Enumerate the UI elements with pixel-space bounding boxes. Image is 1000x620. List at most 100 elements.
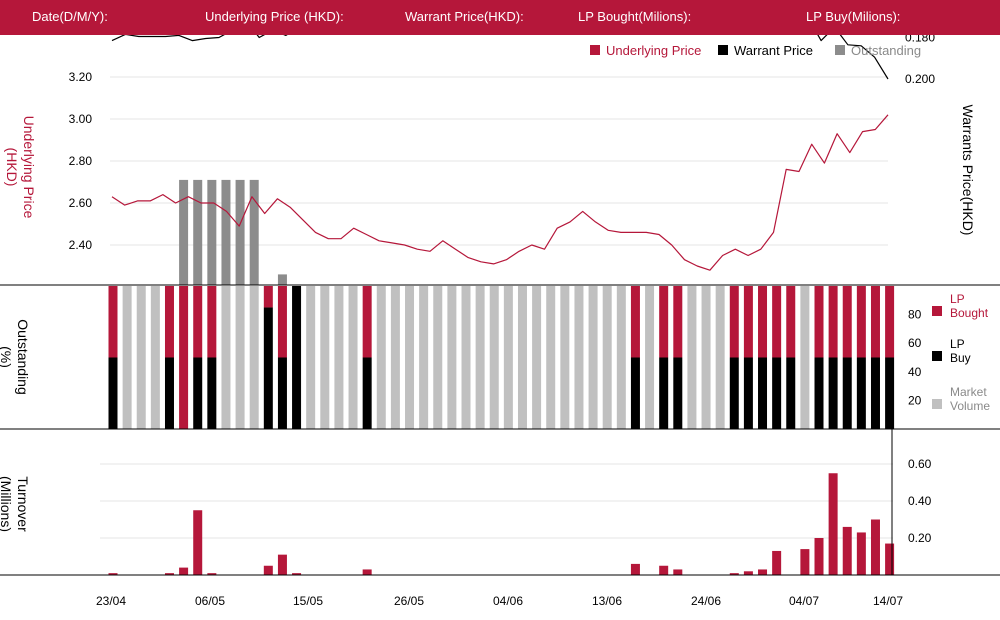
market-volume-bar	[715, 286, 725, 429]
right-tick-label: 0.200	[905, 72, 935, 86]
market-volume-bar	[602, 286, 612, 429]
lp-buy-label: LP Buy(Milions):	[806, 9, 901, 24]
turnover-bar	[673, 569, 683, 575]
lp-bought-bar	[786, 286, 796, 358]
market-volume-bar	[461, 286, 471, 429]
x-tick-label: 06/05	[195, 594, 225, 608]
turnover-bar	[772, 550, 782, 575]
turnover-bars	[108, 473, 895, 575]
market-volume-bar	[334, 286, 344, 429]
lp-bought-bar	[207, 286, 217, 358]
lp-buy-bar	[362, 357, 372, 429]
turnover-bar	[362, 569, 372, 575]
legend-label: Outstanding	[851, 43, 921, 58]
right-axis-title: Warrants Price(HKD)	[960, 105, 976, 236]
lp-buy-bar	[292, 286, 302, 429]
x-tick-label: 04/06	[493, 594, 523, 608]
lp-bought-bar	[193, 286, 203, 358]
lp-buy-bar	[814, 357, 824, 429]
outstanding-bar	[249, 179, 259, 285]
lp-bought-bar	[164, 286, 174, 358]
lp-buy-bar	[630, 357, 640, 429]
turnover-bar	[179, 567, 189, 575]
lp-bought-bar	[758, 286, 768, 358]
lp-buy-bar	[758, 357, 768, 429]
lp-bought-bar	[659, 286, 669, 358]
outstanding-bar	[235, 179, 245, 285]
legend-label: LP Bought	[950, 292, 989, 320]
turnover-bar	[659, 565, 669, 575]
x-tick-label: 14/07	[873, 594, 903, 608]
lp-buy-bar	[743, 357, 753, 429]
market-volume-bar	[517, 286, 527, 429]
lp-bought-bar	[630, 286, 640, 358]
axes	[0, 284, 1000, 576]
date-label: Date(D/M/Y):	[32, 9, 108, 24]
turnover-bar	[758, 569, 768, 575]
outstanding-bar	[221, 179, 231, 285]
x-tick-label: 23/04	[96, 594, 126, 608]
turnover-axis-title: Turnover(Millions)	[0, 476, 31, 532]
warrant-price-label: Warrant Price(HKD):	[405, 9, 524, 24]
turnover-tick-label: 0.40	[908, 494, 932, 508]
legend-swatch	[932, 306, 942, 316]
legend-label: LP Buy	[950, 337, 971, 365]
chart-text: Underlying Price Warrant Price Outstanding…	[0, 35, 990, 608]
lp-buy-bar	[772, 357, 782, 429]
market-volume-bar	[390, 286, 400, 429]
turnover-bar	[630, 563, 640, 575]
left-tick-label: 2.60	[69, 196, 93, 210]
market-volume-bar	[348, 286, 358, 429]
lp-bought-bar	[870, 286, 880, 358]
market-volume-bar	[532, 286, 542, 429]
lp-bought-bar	[108, 286, 118, 358]
legend-swatch	[932, 399, 942, 409]
header-bar: Date(D/M/Y): Underlying Price (HKD): War…	[0, 0, 1000, 35]
lp-buy-bar	[659, 357, 669, 429]
turnover-bar	[743, 571, 753, 575]
left-axis-title: Underlying Price(HKD)	[4, 116, 37, 219]
market-volume-bar	[616, 286, 626, 429]
turnover-bar	[292, 573, 302, 575]
market-volume-bar	[221, 286, 231, 429]
x-tick-label: 15/05	[293, 594, 323, 608]
outstanding-axis-title: Outstanding(%)	[0, 319, 31, 395]
lp-bought-bar	[729, 286, 739, 358]
market-volume-bar	[405, 286, 415, 429]
legend-label: Underlying Price	[606, 43, 701, 58]
outstanding-tick-label: 20	[908, 393, 922, 407]
lp-buy-bar	[786, 357, 796, 429]
lp-bought-bar	[842, 286, 852, 358]
market-volume-bar	[136, 286, 146, 429]
turnover-bar	[263, 565, 273, 575]
legend-label: Market Volume	[950, 385, 990, 413]
lp-buy-bar	[207, 357, 217, 429]
turnover-bar	[828, 473, 838, 575]
turnover-bar	[729, 573, 739, 575]
outstanding-tick-label: 80	[908, 308, 922, 322]
market-volume-bar	[588, 286, 598, 429]
legend-swatch	[590, 45, 600, 55]
market-volume-bar	[645, 286, 655, 429]
market-volume-bar	[489, 286, 499, 429]
lp-bought-bar	[263, 286, 273, 308]
outstanding-percent-bars	[108, 286, 895, 429]
market-volume-bar	[574, 286, 584, 429]
lp-bought-bar	[743, 286, 753, 358]
market-volume-bar	[306, 286, 316, 429]
lp-buy-bar	[729, 357, 739, 429]
left-tick-label: 3.00	[69, 112, 93, 126]
market-volume-bar	[447, 286, 457, 429]
lp-bought-bar	[828, 286, 838, 358]
market-volume-bar	[800, 286, 810, 429]
lp-buy-bar	[842, 357, 852, 429]
market-volume-bar	[503, 286, 513, 429]
market-volume-bar	[475, 286, 485, 429]
lp-bought-bar	[856, 286, 866, 358]
turnover-bar	[842, 526, 852, 575]
outstanding-bars	[179, 179, 287, 285]
outstanding-bar	[207, 179, 217, 285]
legend-swatch	[932, 351, 942, 361]
left-tick-label: 2.40	[69, 238, 93, 252]
turnover-tick-label: 0.60	[908, 457, 932, 471]
